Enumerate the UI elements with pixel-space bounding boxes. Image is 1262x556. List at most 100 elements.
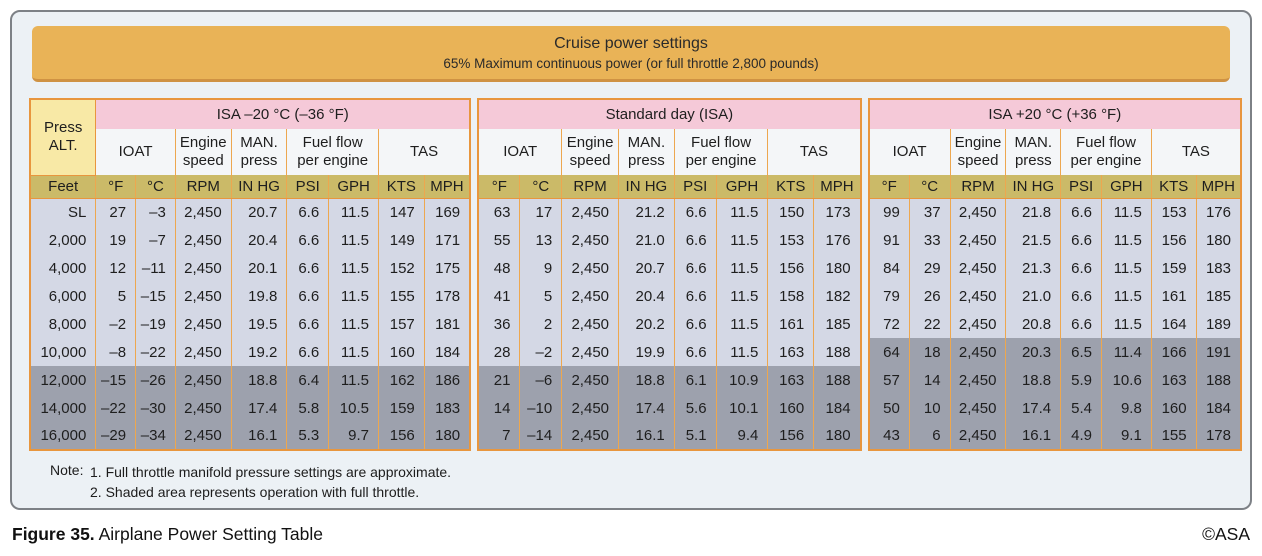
data-cell: 21.3 <box>1005 254 1062 282</box>
data-cell: 183 <box>423 394 471 422</box>
data-cell: 6 <box>908 422 951 450</box>
note-line-2: 2. Shaded area represents operation with… <box>90 484 420 501</box>
data-cell: –8 <box>95 338 137 366</box>
data-cell: 20.2 <box>618 310 675 338</box>
data-cell: 17.4 <box>618 394 675 422</box>
data-cell: 20.4 <box>618 282 675 310</box>
data-cell: 5.4 <box>1060 394 1102 422</box>
data-cell: 186 <box>423 366 471 394</box>
table-row: 43 6 2,450 16.1 4.9 9.1 155 178 <box>868 422 1242 450</box>
data-cell: 16.1 <box>618 422 675 450</box>
data-cell: 21.5 <box>1005 226 1062 254</box>
table-row: 10,000 –8 –22 2,450 19.2 6.6 11.5 160 184 <box>29 338 471 366</box>
power-table-standard-day: Standard day (ISA) IOAT Engine speed MAN. p… <box>477 98 862 451</box>
data-cell: 2,450 <box>949 394 1007 422</box>
data-cell: 5.3 <box>286 422 330 450</box>
data-cell: 11.5 <box>715 254 769 282</box>
data-cell: 166 <box>1150 338 1197 366</box>
data-cell: 2,450 <box>561 366 620 394</box>
data-cell: 2,450 <box>949 282 1007 310</box>
data-cell: 163 <box>1150 366 1197 394</box>
data-cell: 5.6 <box>673 394 717 422</box>
figure-caption: Figure 35. Airplane Power Setting Table … <box>12 524 1250 545</box>
data-cell: 12 <box>95 254 137 282</box>
data-cell: 178 <box>423 282 471 310</box>
data-cell: 11.5 <box>328 338 379 366</box>
table-row: 63 17 2,450 21.2 6.6 11.5 150 173 <box>477 198 862 226</box>
caption-text: Figure 35. Airplane Power Setting Table <box>12 524 323 545</box>
column-group-header: Fuel flow per engine <box>286 129 379 175</box>
table-row: 84 29 2,450 21.3 6.6 11.5 159 183 <box>868 254 1242 282</box>
data-cell: 11.5 <box>1100 282 1152 310</box>
note-label: Note: <box>50 462 84 478</box>
data-cell: 2,450 <box>174 198 232 226</box>
data-cell: 6.5 <box>1060 338 1102 366</box>
data-cell: –19 <box>135 310 176 338</box>
data-cell: –10 <box>519 394 563 422</box>
data-cell: 14 <box>477 394 521 422</box>
column-group-header: TAS <box>377 129 471 175</box>
data-cell: –3 <box>135 198 176 226</box>
unit-header: PSI <box>1060 175 1102 199</box>
data-cell: 18 <box>908 338 951 366</box>
unit-header: MPH <box>1195 175 1242 199</box>
data-cell: 19.8 <box>230 282 288 310</box>
data-cell: 191 <box>1195 338 1242 366</box>
altitude-cell: SL <box>29 198 97 226</box>
data-cell: 9 <box>519 254 563 282</box>
column-group-header: Engine speed <box>561 129 620 175</box>
data-cell: 188 <box>813 366 862 394</box>
data-cell: 149 <box>377 226 425 254</box>
data-cell: 155 <box>1150 422 1197 450</box>
data-cell: 7 <box>477 422 521 450</box>
data-cell: 6.6 <box>1060 310 1102 338</box>
unit-header: GPH <box>715 175 769 199</box>
unit-header: °C <box>135 175 176 199</box>
data-cell: 18.8 <box>230 366 288 394</box>
data-cell: 6.6 <box>286 282 330 310</box>
data-cell: 9.4 <box>715 422 769 450</box>
data-cell: 5 <box>519 282 563 310</box>
data-cell: 6.6 <box>673 198 717 226</box>
data-cell: 21.8 <box>1005 198 1062 226</box>
unit-row: °F °C RPM IN HG PSI GPH KTS MPH <box>868 175 1242 199</box>
data-cell: 11.5 <box>328 366 379 394</box>
column-group-header: IOAT <box>95 129 176 175</box>
altitude-cell: 12,000 <box>29 366 97 394</box>
data-cell: 6.6 <box>286 338 330 366</box>
data-cell: 176 <box>813 226 862 254</box>
column-group-header: MAN. press <box>1005 129 1062 175</box>
data-cell: 11.5 <box>715 310 769 338</box>
data-cell: 6.6 <box>1060 254 1102 282</box>
data-cell: 185 <box>1195 282 1242 310</box>
unit-header: GPH <box>328 175 379 199</box>
data-cell: 156 <box>377 422 425 450</box>
group-header-row: IOAT Engine speed MAN. press Fuel flow per … <box>477 129 862 175</box>
data-cell: 48 <box>477 254 521 282</box>
data-cell: 11.5 <box>328 282 379 310</box>
data-cell: 20.3 <box>1005 338 1062 366</box>
data-cell: 63 <box>477 198 521 226</box>
data-cell: 11.5 <box>328 310 379 338</box>
data-cell: 11.5 <box>1100 310 1152 338</box>
unit-row: Feet °F °C RPM IN HG PSI GPH KTS MPH <box>29 174 471 199</box>
header-row: Standard day (ISA) <box>477 99 861 129</box>
data-cell: –29 <box>95 422 137 450</box>
data-cell: 6.6 <box>286 254 330 282</box>
unit-header: MPH <box>813 175 862 199</box>
data-cell: 163 <box>767 338 815 366</box>
data-cell: 180 <box>1195 226 1242 254</box>
data-cell: 37 <box>908 198 951 226</box>
data-cell: 11.5 <box>715 282 769 310</box>
table-row: 79 26 2,450 21.0 6.6 11.5 161 185 <box>868 282 1242 310</box>
table-row: 48 9 2,450 20.7 6.6 11.5 156 180 <box>477 254 862 282</box>
data-cell: 19.2 <box>230 338 288 366</box>
data-cell: 175 <box>423 254 471 282</box>
data-cell: 22 <box>908 310 951 338</box>
unit-header: PSI <box>673 175 717 199</box>
data-cell: 2,450 <box>174 338 232 366</box>
data-cell: 11.4 <box>1100 338 1152 366</box>
data-cell: 157 <box>377 310 425 338</box>
table-row: 28 –2 2,450 19.9 6.6 11.5 163 188 <box>477 338 862 366</box>
table-row: 8,000 –2 –19 2,450 19.5 6.6 11.5 157 181 <box>29 310 471 338</box>
